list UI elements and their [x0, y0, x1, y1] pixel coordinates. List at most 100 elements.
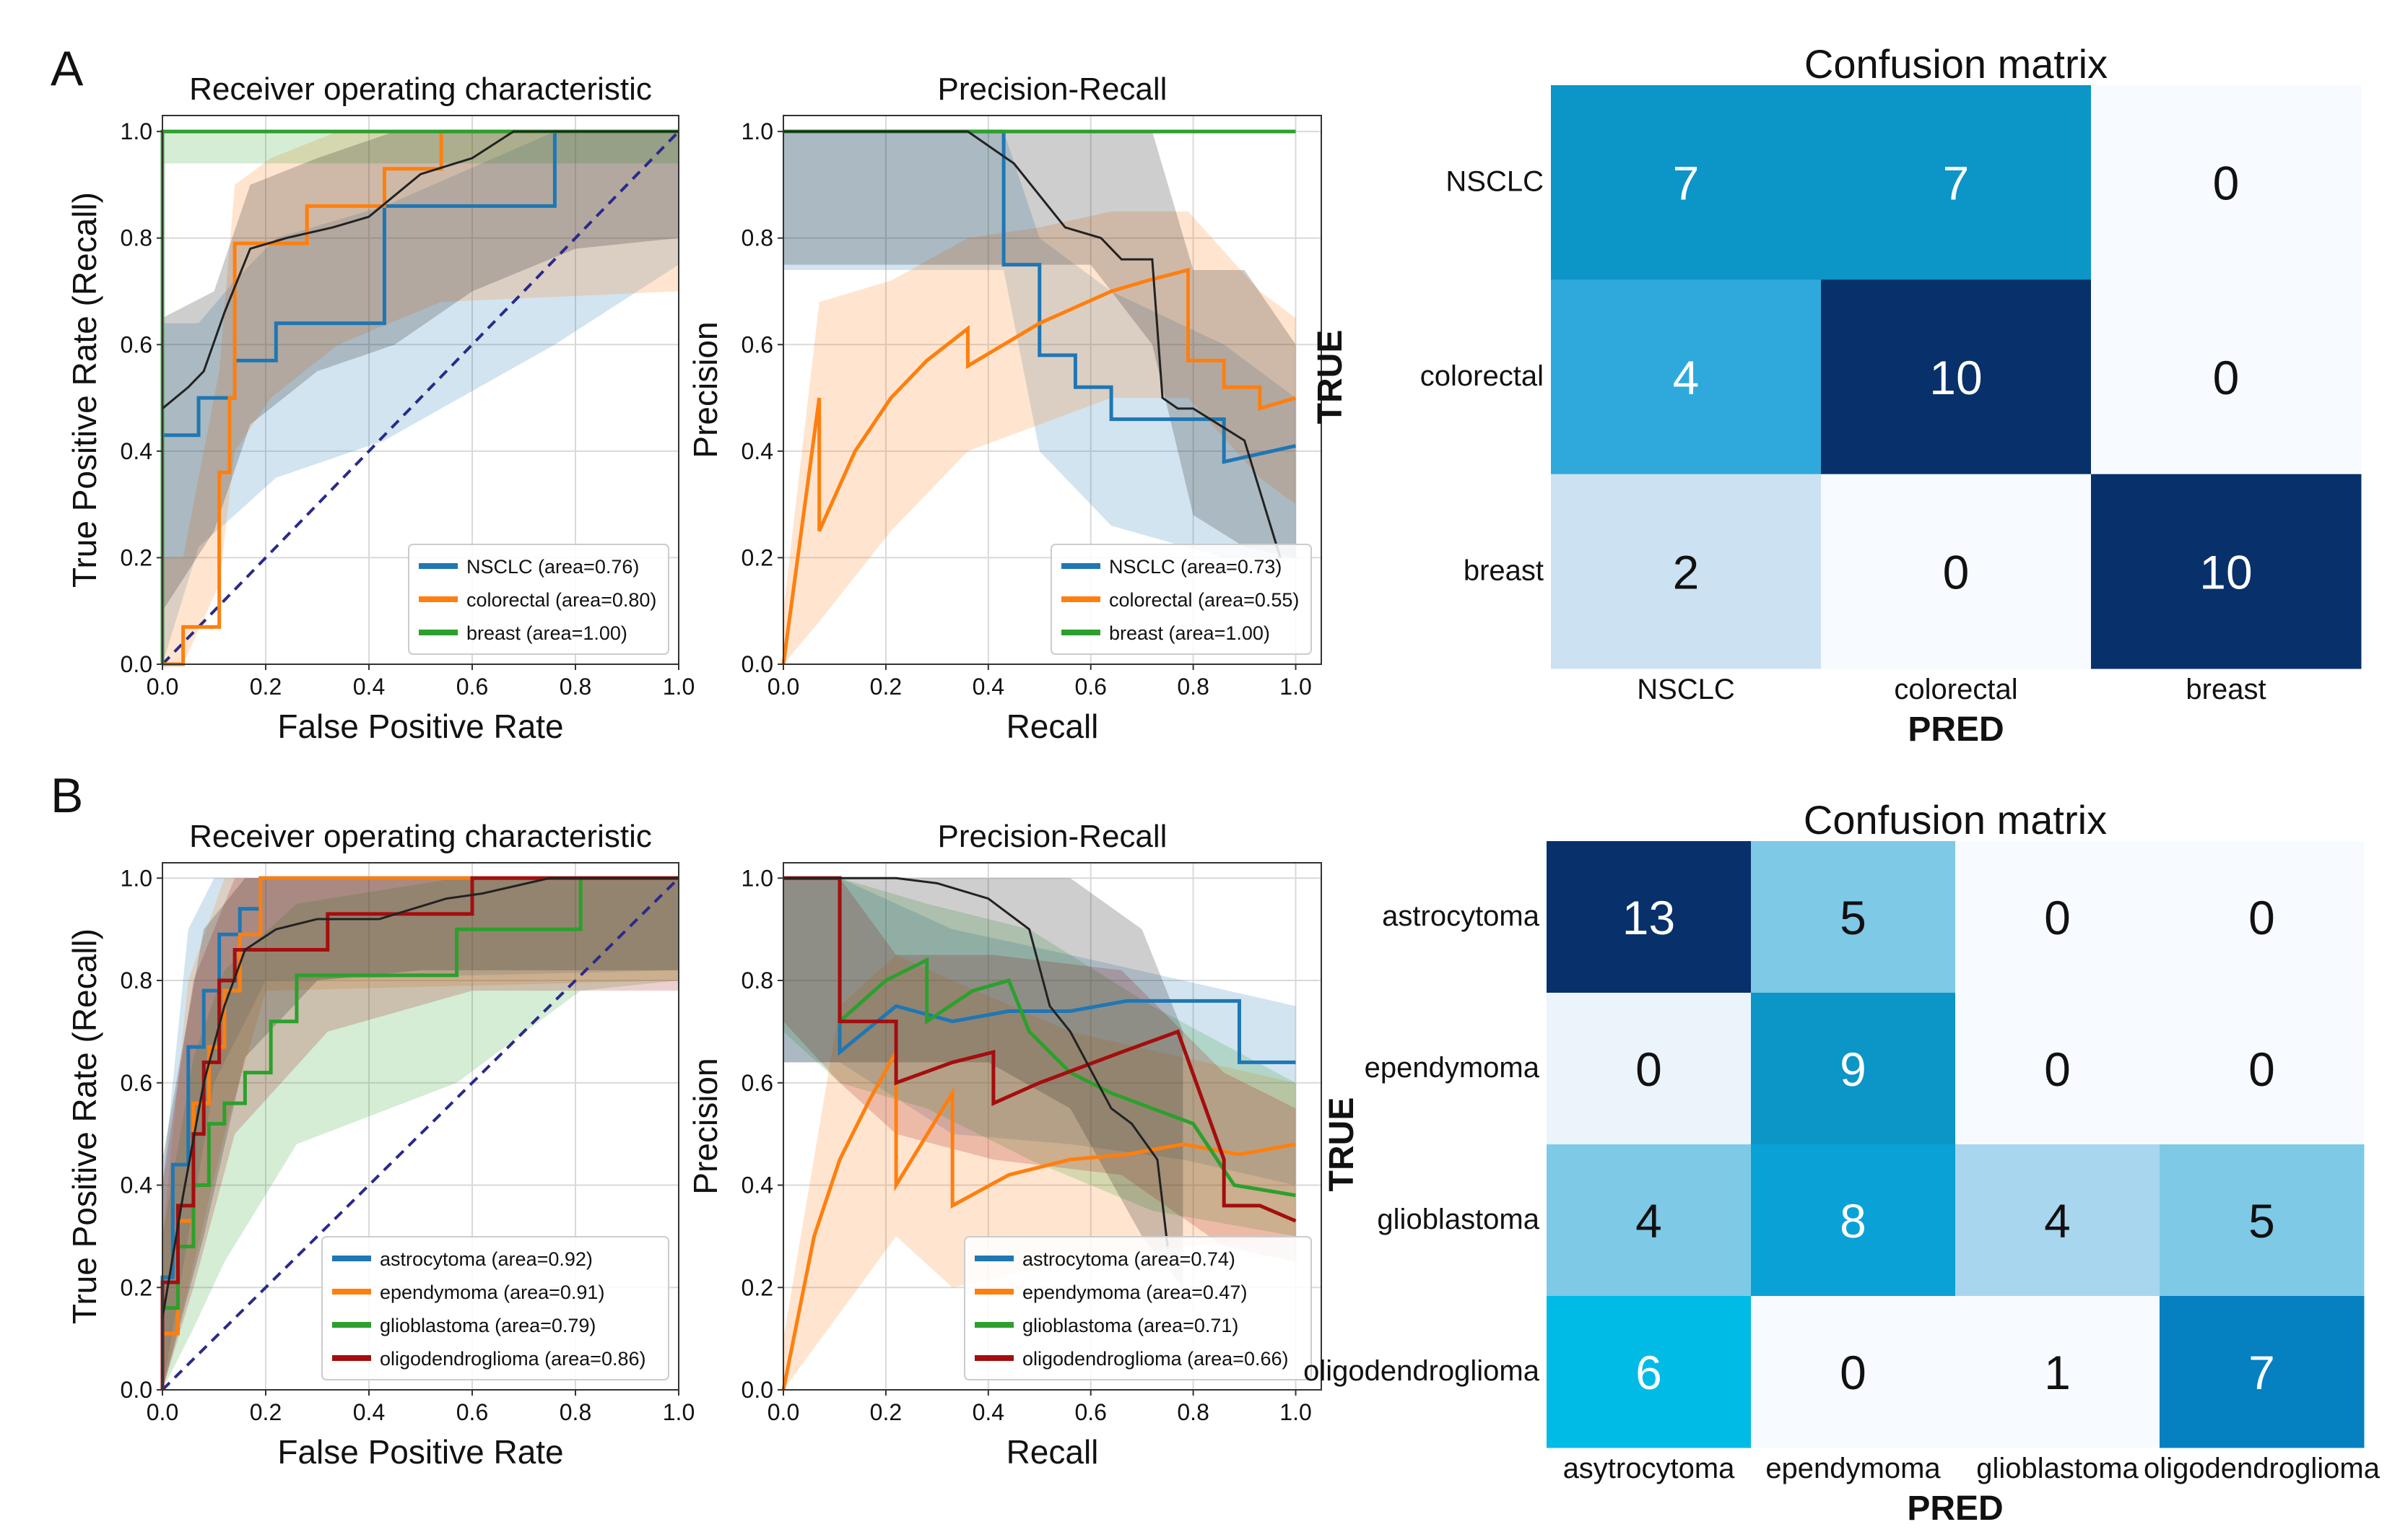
matrix-col-label: oligodendroglioma: [2144, 1453, 2381, 1484]
tick-label-x: 0.4: [973, 1399, 1004, 1425]
legend-label-glioblastoma: glioblastoma (area=0.79): [380, 1315, 596, 1336]
tick-label-y: 0.2: [121, 544, 152, 570]
tick-label-y: 1.0: [121, 118, 152, 144]
series-line-mean: [783, 876, 1169, 1247]
legend-box: [1051, 544, 1312, 655]
matrix-cell-value: 0: [2248, 891, 2275, 944]
confidence-band-colorectal: [783, 211, 1296, 664]
tick-label-x: 0.6: [1074, 674, 1106, 700]
confidence-band-oligodendroglioma: [162, 878, 679, 1390]
matrix-cell: [1751, 1296, 1956, 1448]
series-line-astrocytoma: [160, 876, 679, 1390]
series-line-mean: [783, 130, 1282, 558]
matrix-cell: [1751, 841, 1956, 993]
chart-a-pr: Precision-Recall 0.0 0.2 0.4 0.6 0.8 1.0 0.0 0.2…: [687, 71, 1322, 745]
tick-label-y: 0.4: [121, 438, 152, 464]
x-axis-label: Recall: [1006, 708, 1099, 745]
matrix-y-axis-label: TRUE: [1311, 330, 1349, 425]
matrix-cell: [1551, 279, 1822, 475]
matrix-cell: [2160, 993, 2365, 1145]
series-line-mean: [162, 130, 679, 409]
tick-label-y: 0.8: [121, 967, 152, 993]
y-axis-label: True Positive Rate (Recall): [66, 928, 103, 1324]
legend-label-colorectal: colorectal (area=0.55): [1109, 589, 1299, 611]
legend-label-ependymoma: ependymoma (area=0.47): [1022, 1282, 1247, 1303]
matrix-cell: [2091, 474, 2362, 669]
matrix-cell: [1955, 1144, 2160, 1297]
tick-label-x: 0.8: [560, 1399, 591, 1425]
x-axis-label: False Positive Rate: [277, 708, 563, 745]
confidence-band-astrocytoma: [783, 878, 1296, 1186]
matrix-cell: [1547, 1296, 1752, 1448]
plot-frame: [162, 115, 679, 665]
tick-label-y: 0.8: [742, 967, 773, 993]
matrix-cell-value: 10: [2199, 545, 2252, 599]
tick-label-y: 1.0: [121, 865, 152, 891]
matrix-cell: [1547, 1144, 1752, 1297]
panel-label-a: A: [51, 41, 84, 96]
legend-label-nsclc: NSCLC (area=0.73): [1109, 556, 1282, 578]
matrix-row-label: oligodendroglioma: [1303, 1355, 1540, 1387]
y-axis-label: True Positive Rate (Recall): [66, 192, 103, 588]
matrix-cell: [1821, 279, 2092, 475]
tick-label-x: 0.0: [768, 1399, 799, 1425]
chart-title: Receiver operating characteristic: [189, 71, 652, 107]
tick-label-x: 0.6: [1074, 1399, 1106, 1425]
tick-label-x: 1.0: [1279, 1399, 1311, 1425]
matrix-cell-value: 0: [1840, 1346, 1866, 1399]
matrix-row-label: breast: [1464, 554, 1544, 586]
series-line-colorectal: [162, 129, 679, 666]
plot-frame: [783, 862, 1322, 1391]
confidence-band-mean: [162, 878, 679, 1390]
matrix-row-label: astrocytoma: [1382, 900, 1540, 932]
legend-label-oligodendroglioma: oligodendroglioma (area=0.66): [1022, 1348, 1289, 1370]
chart-a-roc: Receiver operating characteristic 0.0 0.2 0…: [66, 71, 695, 745]
matrix-cell: [1955, 841, 2160, 993]
legend-box: [321, 1236, 669, 1380]
matrix-row-label: NSCLC: [1445, 166, 1544, 198]
y-axis-label: Precision: [687, 1058, 724, 1194]
matrix-cell-value: 8: [1840, 1194, 1866, 1248]
matrix-cell: [1547, 993, 1752, 1145]
tick-label-y: 0.2: [742, 544, 773, 570]
tick-label-y: 0.2: [742, 1274, 773, 1300]
series-line-ependymoma: [781, 1045, 1296, 1391]
confidence-band-breast: [162, 131, 679, 164]
tick-label-y: 0.4: [742, 438, 773, 464]
matrix-cell: [1955, 1296, 2160, 1448]
legend-label-glioblastoma: glioblastoma (area=0.71): [1022, 1315, 1238, 1336]
matrix-cell: [1751, 1144, 1956, 1297]
confidence-band-oligodendroglioma: [783, 878, 1296, 1262]
tick-label-y: 0.6: [121, 331, 152, 357]
tick-label-x: 0.0: [768, 674, 799, 700]
tick-label-y: 0.0: [742, 651, 773, 677]
legend-label-colorectal: colorectal (area=0.80): [466, 589, 656, 611]
tick-label-x: 0.8: [1177, 674, 1209, 700]
matrix-cell: [2160, 1144, 2365, 1297]
matrix-col-label: asytrocytoma: [1563, 1453, 1736, 1484]
tick-label-x: 0.0: [147, 1399, 178, 1425]
matrix-cell-value: 0: [1943, 545, 1970, 599]
confusion-matrix-title: Confusion matrix: [1804, 797, 2107, 843]
matrix-cell: [1547, 841, 1752, 993]
tick-label-x: 0.4: [973, 674, 1004, 700]
matrix-cell-value: 0: [2213, 157, 2240, 210]
chart-a-cm: Confusion matrix 7 7 0 4 10 0 2 0 10 NSCLC colorect…: [1311, 41, 2362, 749]
plot-frame: [783, 115, 1322, 665]
tick-label-y: 1.0: [742, 118, 773, 144]
tick-label-x: 0.2: [870, 674, 902, 700]
matrix-cell: [1751, 993, 1956, 1145]
matrix-cell-value: 4: [1635, 1194, 1662, 1248]
tick-label-x: 1.0: [1279, 674, 1311, 700]
matrix-y-axis-label: TRUE: [1323, 1097, 1361, 1192]
confidence-band-astrocytoma: [162, 878, 679, 1390]
tick-label-y: 0.2: [121, 1274, 152, 1300]
tick-label-y: 0.8: [121, 225, 152, 251]
matrix-cell-value: 5: [2248, 1194, 2275, 1248]
matrix-cell-value: 6: [1635, 1346, 1662, 1399]
chart-b-roc: Receiver operating characteristic 0.0 0.2 0…: [66, 819, 695, 1471]
matrix-cell-value: 2: [1673, 545, 1700, 599]
legend-label-breast: breast (area=1.00): [1109, 622, 1270, 644]
series-line-nsclc: [783, 129, 1297, 464]
